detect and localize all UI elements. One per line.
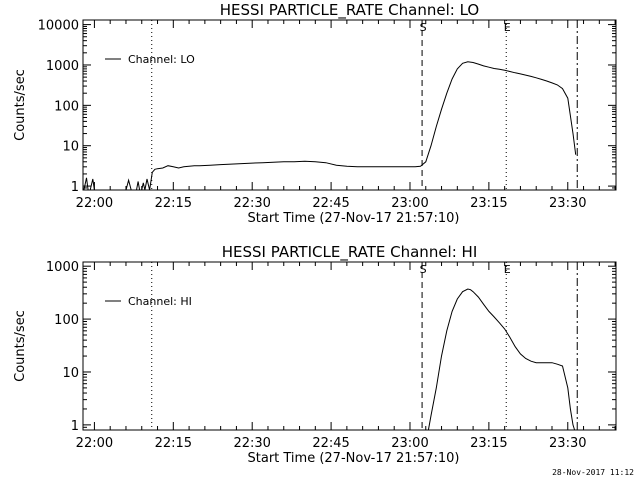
y-tick-label: 10000	[38, 19, 79, 34]
y-axis-label: Counts/sec	[13, 69, 28, 141]
x-tick-label: 22:00	[76, 196, 113, 211]
chart-title: HESSI PARTICLE_RATE Channel: HI	[222, 243, 478, 262]
x-tick-label: 22:45	[312, 436, 349, 451]
y-tick-label: 1	[71, 180, 79, 195]
chart-title: HESSI PARTICLE_RATE Channel: LO	[220, 1, 479, 20]
plot-frame	[82, 261, 617, 431]
y-tick-label: 100	[54, 99, 79, 114]
event-marker-label: S	[420, 263, 427, 276]
x-tick-label: 23:00	[391, 436, 428, 451]
series-line	[83, 61, 577, 191]
x-tick-label: 22:30	[233, 196, 270, 211]
event-marker-label: E	[504, 263, 511, 276]
event-marker-label: E	[504, 21, 511, 34]
y-tick-label: 10	[62, 140, 79, 155]
series-line	[427, 288, 576, 431]
legend-label: Channel: HI	[128, 295, 192, 308]
y-tick-label: 100	[54, 313, 79, 328]
x-axis-label: Start Time (27-Nov-17 21:57:10)	[248, 211, 460, 226]
x-tick-label: 22:30	[233, 436, 270, 451]
y-tick-label: 1	[71, 419, 79, 434]
x-axis-label: Start Time (27-Nov-17 21:57:10)	[248, 451, 460, 466]
legend-label: Channel: LO	[128, 53, 195, 66]
y-tick-label: 10	[62, 366, 79, 381]
chart-panel-hi: HESSI PARTICLE_RATE Channel: HIS E 22:00 22…	[13, 243, 617, 466]
plot-timestamp: 28-Nov-2017 11:12	[552, 468, 634, 477]
x-tick-label: 23:00	[391, 196, 428, 211]
y-tick-label: 1000	[46, 260, 79, 275]
x-tick-label: 23:15	[470, 436, 507, 451]
x-tick-label: 23:30	[549, 436, 586, 451]
chart-panel-lo: HESSI PARTICLE_RATE Channel: LOS E 22:00 22…	[13, 1, 617, 226]
y-axis-label: Counts/sec	[13, 310, 28, 382]
plot-frame	[82, 19, 617, 191]
x-tick-label: 23:30	[549, 196, 586, 211]
event-marker-label: S	[420, 21, 427, 34]
x-tick-label: 22:00	[76, 436, 113, 451]
x-tick-label: 22:15	[155, 196, 192, 211]
y-tick-label: 1000	[46, 59, 79, 74]
x-tick-label: 22:45	[312, 196, 349, 211]
x-tick-label: 22:15	[155, 436, 192, 451]
x-tick-label: 23:15	[470, 196, 507, 211]
